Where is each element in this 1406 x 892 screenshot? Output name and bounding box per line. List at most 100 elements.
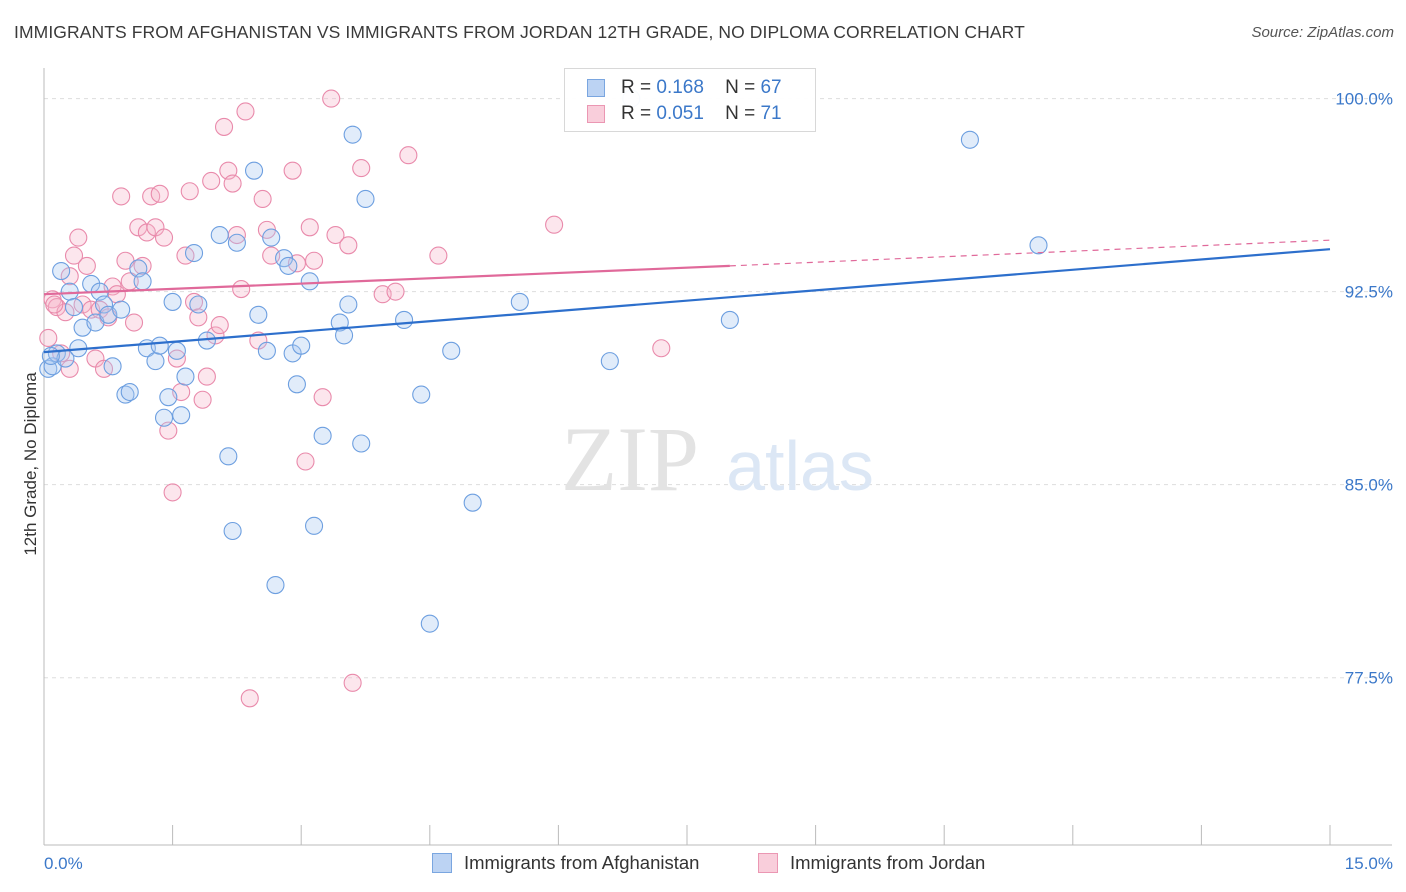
afghanistan-point [343,125,362,144]
afghanistan-point [339,295,358,314]
jordan-point [39,328,58,348]
afghanistan-point [335,326,354,345]
legend-swatch-afghanistan [587,79,605,97]
afghanistan-point [154,408,174,427]
bottom-legend-label-afghanistan: Immigrants from Afghanistan [464,852,700,873]
jordan-point [124,313,144,332]
afghanistan-point [176,367,195,386]
afghanistan-point [287,375,306,394]
afghanistan-point [52,261,71,281]
jordan-point [150,184,169,203]
y-tick-label: 92.5% [1345,283,1393,302]
afghanistan-point [356,189,375,209]
jordan-point [236,102,255,121]
legend-n-value: 71 [760,103,782,124]
afghanistan-point [219,447,238,466]
legend-n-label: N = [725,77,756,98]
jordan-point [253,189,272,209]
afghanistan-point [960,130,979,149]
bottom-legend-label-jordan: Immigrants from Jordan [790,852,986,873]
afghanistan-point [292,336,311,355]
axes [43,68,1392,846]
jordan-point [189,308,208,327]
jordan-point [232,280,251,299]
jordan-point [326,225,345,245]
afghanistan-point [249,305,268,324]
watermark: ZIP atlas [561,408,874,510]
jordan-point [64,246,84,265]
afghanistan-point [227,233,246,252]
afghanistan-trend-line [43,248,1331,354]
afghanistan-point [1029,236,1048,255]
bottom-legend-swatch-afghanistan [432,853,452,873]
afghanistan-point [184,243,204,263]
jordan-point [283,161,302,180]
afghanistan-point [244,161,264,180]
jordan-point [652,339,671,358]
legend-swatch-jordan [587,105,605,123]
x-tick-label: 15.0% [1345,854,1393,873]
legend-r-value: 0.051 [656,103,704,124]
y-tick-label: 77.5% [1345,669,1393,688]
afghanistan-points [39,89,1048,633]
jordan-point [202,171,221,191]
jordan-point [343,673,362,692]
y-tick-label: 85.0% [1345,476,1393,495]
jordan-point [163,483,182,502]
afghanistan-point [266,575,285,595]
afghanistan-point [279,256,298,275]
afghanistan-point [223,521,242,541]
jordan-point [45,295,64,314]
bottom-legend-swatch-jordan [758,853,778,873]
afghanistan-point [60,282,79,301]
jordan-point [223,174,242,193]
jordan-point [240,689,259,708]
afghanistan-point [94,295,114,314]
afghanistan-point [112,300,131,319]
afghanistan-point [146,352,165,371]
jordan-point [167,349,186,368]
afghanistan-point [352,434,371,453]
jordan-point [305,251,324,270]
watermark-atlas: atlas [726,427,874,505]
afghanistan-point [442,341,461,360]
jordan-point [193,390,212,409]
legend-r-label: R = [621,77,652,98]
jordan-point [69,228,88,247]
afghanistan-point [133,272,152,291]
jordan-point [60,267,79,286]
y-axis-label: 12th Grade, No Diploma [21,372,40,556]
jordan-point [112,187,131,206]
jordan-point [322,89,341,108]
jordan-point [352,159,371,178]
afghanistan-point [150,336,169,355]
jordan-point [545,215,564,234]
jordan-point [296,452,315,471]
afghanistan-point [420,614,439,633]
legend-r-value: 0.168 [656,77,704,98]
bottom-legend-jordan: Immigrants from Jordan [758,852,985,874]
jordan-point [180,182,199,201]
jordan-point [300,218,319,237]
source-label: Source: ZipAtlas.com [1251,24,1394,41]
afghanistan-point [210,225,229,245]
jordan-point [154,228,174,247]
afghanistan-point [463,493,482,512]
jordan-point [429,246,448,265]
jordan-point [137,223,156,242]
afghanistan-point [305,516,324,535]
y-tick-label: 100.0% [1335,90,1393,109]
afghanistan-point [300,272,319,291]
x-tick-label: 0.0% [44,854,83,873]
afghanistan-point [412,385,431,404]
jordan-trend-extension [729,239,1331,267]
jordan-points [39,89,671,708]
jordan-trend-line [43,264,730,296]
afghanistan-point [159,388,178,407]
afghanistan-point [395,310,414,330]
jordan-point [197,367,216,386]
afghanistan-point [600,352,619,371]
afghanistan-point [257,341,276,360]
afghanistan-point [262,228,281,247]
